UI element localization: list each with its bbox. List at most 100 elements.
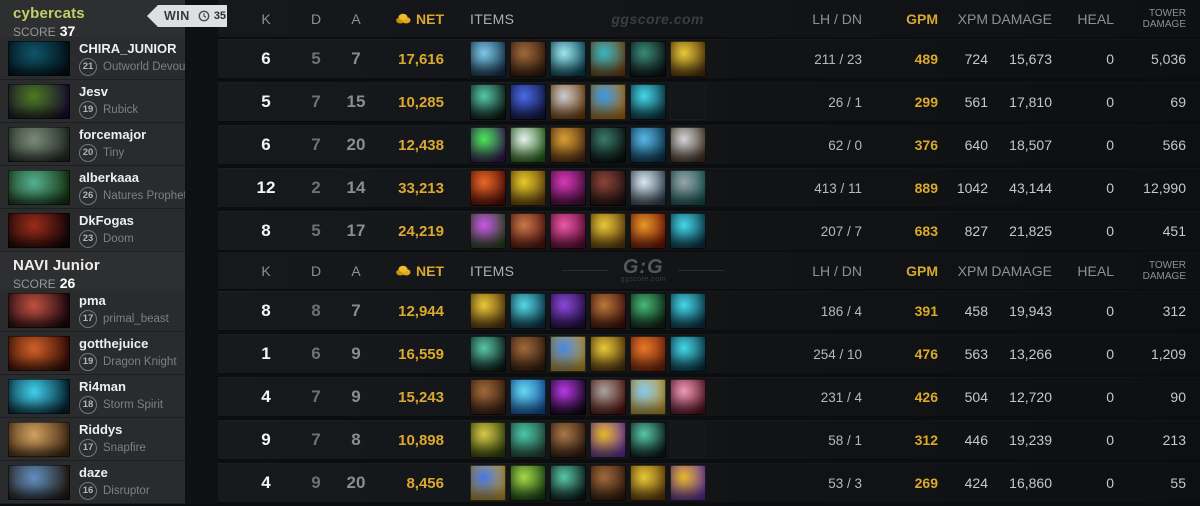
item-slot[interactable] — [590, 336, 626, 372]
item-slot[interactable] — [470, 293, 506, 329]
hero-portrait[interactable] — [8, 212, 70, 248]
item-list — [470, 41, 710, 77]
item-slot[interactable] — [630, 127, 666, 163]
item-slot[interactable] — [590, 41, 626, 77]
hero-portrait[interactable] — [8, 292, 70, 328]
player-panel[interactable]: pma 17 primal_beast — [0, 289, 185, 332]
item-slot[interactable] — [670, 336, 706, 372]
col-header-damage: DAMAGE — [991, 262, 1052, 279]
player-row[interactable]: gotthejuice 19 Dragon Knight 1 6 9 16,55… — [0, 332, 1200, 375]
item-slot[interactable] — [470, 336, 506, 372]
item-slot[interactable] — [550, 422, 586, 458]
item-slot[interactable] — [630, 422, 666, 458]
item-slot[interactable] — [630, 170, 666, 206]
item-slot[interactable] — [630, 293, 666, 329]
item-slot[interactable] — [590, 170, 626, 206]
item-slot[interactable] — [590, 379, 626, 415]
item-slot[interactable] — [470, 379, 506, 415]
item-slot[interactable] — [630, 41, 666, 77]
item-slot[interactable] — [630, 465, 666, 501]
item-slot[interactable] — [470, 465, 506, 501]
item-slot[interactable] — [510, 293, 546, 329]
player-panel[interactable]: Jesv 19 Rubick — [0, 80, 185, 123]
player-row[interactable]: daze 16 Disruptor 4 9 20 8,456 53 / 3 — [0, 461, 1200, 504]
item-slot[interactable] — [470, 84, 506, 120]
player-panel[interactable]: CHIRA_JUNIOR 21 Outworld Devourer — [0, 37, 200, 80]
item-slot[interactable] — [670, 170, 706, 206]
player-row[interactable]: forcemajor 20 Tiny 6 7 20 12,438 62 / 0 — [0, 123, 1200, 166]
item-slot[interactable] — [510, 84, 546, 120]
item-slot[interactable] — [670, 213, 706, 249]
item-slot[interactable] — [510, 379, 546, 415]
player-row[interactable]: CHIRA_JUNIOR 21 Outworld Devourer 6 5 7 … — [0, 37, 1200, 80]
col-header-tower-damage: TOWER DAMAGE — [1142, 259, 1186, 282]
item-slot[interactable] — [510, 170, 546, 206]
item-slot[interactable] — [670, 127, 706, 163]
item-slot[interactable] — [590, 84, 626, 120]
item-slot[interactable] — [670, 379, 706, 415]
hero-portrait[interactable] — [8, 378, 70, 414]
panel-divider — [185, 252, 218, 289]
player-panel[interactable]: Riddys 17 Snapfire — [0, 418, 185, 461]
hero-portrait[interactable] — [8, 169, 70, 205]
hero-portrait[interactable] — [8, 464, 70, 500]
item-slot[interactable] — [510, 213, 546, 249]
hero-portrait[interactable] — [8, 126, 70, 162]
item-slot[interactable] — [550, 336, 586, 372]
item-slot[interactable] — [470, 170, 506, 206]
item-slot[interactable] — [630, 336, 666, 372]
item-slot[interactable] — [670, 422, 706, 458]
damage-value: 15,673 — [1009, 51, 1052, 67]
item-slot[interactable] — [550, 293, 586, 329]
item-slot[interactable] — [670, 465, 706, 501]
item-slot[interactable] — [590, 422, 626, 458]
hero-level-badge: 20 — [79, 143, 97, 162]
damage-value: 13,266 — [1009, 346, 1052, 362]
hero-portrait[interactable] — [8, 40, 70, 76]
item-slot[interactable] — [550, 213, 586, 249]
item-slot[interactable] — [510, 127, 546, 163]
hero-portrait[interactable] — [8, 335, 70, 371]
item-slot[interactable] — [590, 293, 626, 329]
player-panel[interactable]: gotthejuice 19 Dragon Knight — [0, 332, 185, 375]
hero-portrait[interactable] — [8, 421, 70, 457]
item-slot[interactable] — [630, 379, 666, 415]
player-row[interactable]: Riddys 17 Snapfire 9 7 8 10,898 58 / 1 — [0, 418, 1200, 461]
player-row[interactable]: Ri4man 18 Storm Spirit 4 7 9 15,243 231 … — [0, 375, 1200, 418]
player-row[interactable]: alberkaaa 26 Natures Prophet 12 2 14 33,… — [0, 166, 1200, 209]
item-slot[interactable] — [590, 213, 626, 249]
item-slot[interactable] — [590, 127, 626, 163]
item-slot[interactable] — [470, 422, 506, 458]
item-slot[interactable] — [630, 213, 666, 249]
player-panel[interactable]: daze 16 Disruptor — [0, 461, 185, 504]
item-slot[interactable] — [550, 170, 586, 206]
panel-divider — [185, 375, 218, 418]
item-slot[interactable] — [670, 293, 706, 329]
player-row[interactable]: DkFogas 23 Doom 8 5 17 24,219 207 / 7 — [0, 209, 1200, 252]
item-slot[interactable] — [550, 127, 586, 163]
player-panel[interactable]: DkFogas 23 Doom — [0, 209, 185, 252]
item-slot[interactable] — [550, 465, 586, 501]
item-slot[interactable] — [590, 465, 626, 501]
item-slot[interactable] — [550, 41, 586, 77]
hero-portrait[interactable] — [8, 83, 70, 119]
player-row[interactable]: pma 17 primal_beast 8 8 7 12,944 186 / 4 — [0, 289, 1200, 332]
item-slot[interactable] — [510, 465, 546, 501]
player-panel[interactable]: alberkaaa 26 Natures Prophet — [0, 166, 187, 209]
item-slot[interactable] — [670, 84, 706, 120]
item-slot[interactable] — [550, 379, 586, 415]
team-header-row: cybercats SCORE 37 K D A NET I — [0, 0, 1200, 39]
item-slot[interactable] — [470, 213, 506, 249]
item-slot[interactable] — [470, 127, 506, 163]
item-slot[interactable] — [510, 336, 546, 372]
item-slot[interactable] — [670, 41, 706, 77]
kills-value: 6 — [261, 135, 271, 154]
item-slot[interactable] — [550, 84, 586, 120]
item-slot[interactable] — [630, 84, 666, 120]
player-row[interactable]: Jesv 19 Rubick 5 7 15 10,285 26 / 1 — [0, 80, 1200, 123]
item-slot[interactable] — [470, 41, 506, 77]
item-slot[interactable] — [510, 41, 546, 77]
player-panel[interactable]: Ri4man 18 Storm Spirit — [0, 375, 185, 418]
player-panel[interactable]: forcemajor 20 Tiny — [0, 123, 185, 166]
item-slot[interactable] — [510, 422, 546, 458]
